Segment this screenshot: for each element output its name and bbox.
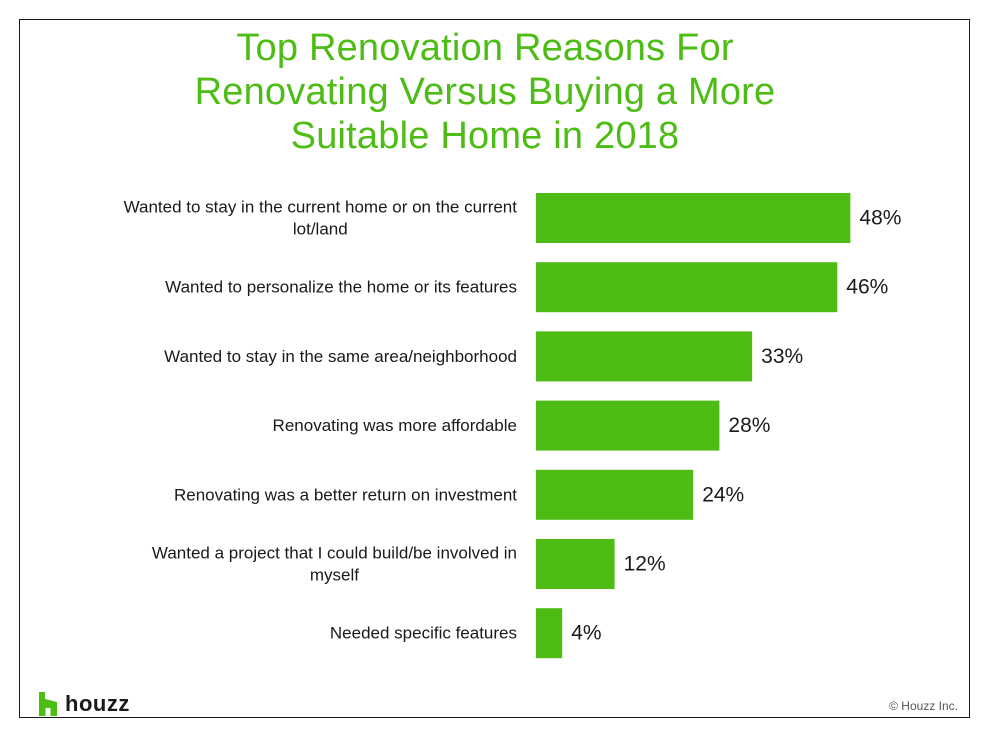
chart-frame: [19, 19, 970, 718]
bar-value-label: 33%: [761, 345, 803, 368]
category-label: Wanted to stay in the same area/neighbor…: [164, 347, 517, 366]
category-label: Renovating was a better return on invest…: [174, 485, 517, 504]
bar-value-label: 12%: [624, 553, 666, 576]
category-label: myself: [310, 566, 359, 585]
category-label: Wanted to personalize the home or its fe…: [165, 278, 517, 297]
bar-value-label: 46%: [846, 276, 888, 299]
bar-value-label: 48%: [859, 207, 901, 230]
bar: [536, 331, 753, 382]
category-label: lot/land: [293, 220, 348, 239]
category-label: Needed specific features: [330, 624, 517, 643]
copyright-notice: © Houzz Inc.: [889, 699, 958, 713]
houzz-h-icon: [39, 692, 57, 716]
chart-title: Top Renovation Reasons For Renovating Ve…: [0, 26, 970, 158]
bar: [536, 193, 851, 243]
chart-title-line-2: Renovating Versus Buying a More: [194, 71, 776, 113]
chart-title-line-3: Suitable Home in 2018: [290, 115, 680, 157]
bar: [536, 262, 838, 313]
category-label: Wanted a project that I could build/be i…: [152, 544, 517, 563]
bar: [536, 539, 615, 589]
category-label: Wanted to stay in the current home or on…: [124, 198, 518, 217]
brand-name: houzz: [65, 691, 130, 716]
chart-title-line-1: Top Renovation Reasons For: [236, 27, 734, 69]
bar: [536, 608, 563, 659]
bar-value-label: 28%: [728, 414, 770, 437]
bar: [536, 469, 694, 520]
bar-value-label: 24%: [702, 483, 744, 506]
bar-value-label: 4%: [571, 622, 601, 645]
category-label: Renovating was more affordable: [273, 416, 517, 435]
houzz-logo: houzz: [37, 692, 130, 716]
bar: [536, 400, 720, 451]
